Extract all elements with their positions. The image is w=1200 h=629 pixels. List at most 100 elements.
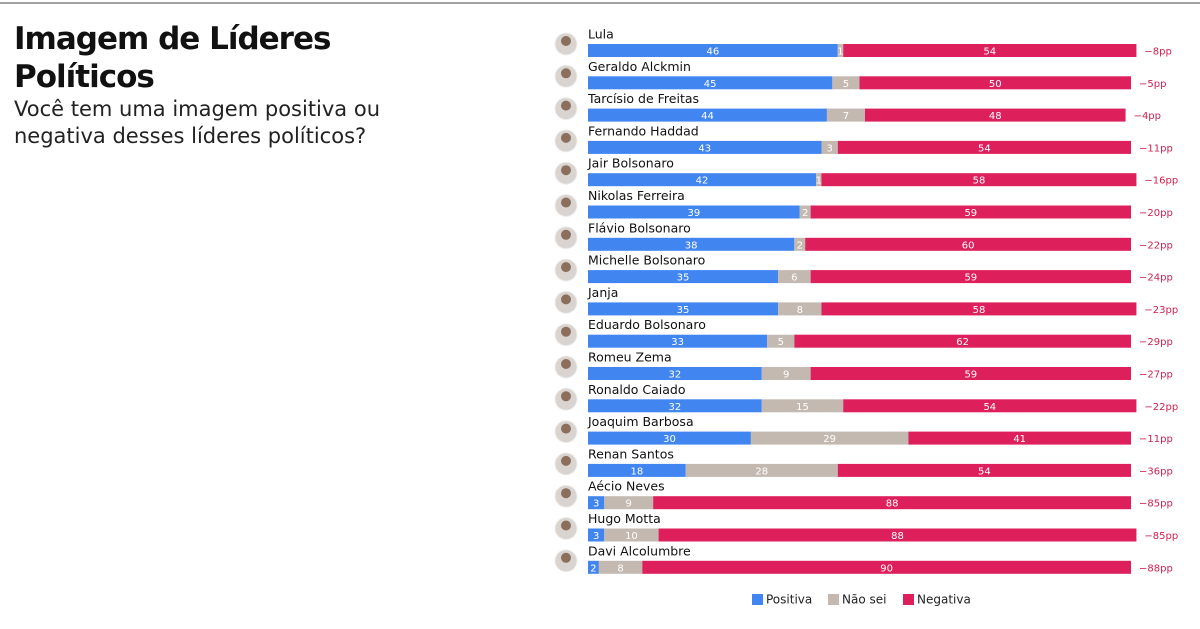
avatar-head xyxy=(561,36,571,46)
value-label: 6 xyxy=(791,273,797,284)
value-label: 54 xyxy=(983,47,996,58)
value-label: 1 xyxy=(816,176,822,187)
avatar-head xyxy=(561,423,571,434)
category-label: Nikolas Ferreira xyxy=(588,188,685,203)
bar-segment xyxy=(588,528,605,542)
bar-segment xyxy=(598,560,643,574)
category-label: Jair Bolsonaro xyxy=(587,156,674,171)
net-label: −88pp xyxy=(1139,563,1173,574)
bar-segment xyxy=(908,431,1131,445)
value-label: 42 xyxy=(696,176,709,187)
bar-segment xyxy=(750,431,909,445)
value-label: 48 xyxy=(989,111,1002,122)
value-label: 54 xyxy=(978,143,991,154)
avatar-head xyxy=(561,359,571,369)
category-label: Romeu Zema xyxy=(588,350,672,365)
value-label: 59 xyxy=(964,273,977,284)
net-label: −4pp xyxy=(1134,111,1161,122)
bar-segment xyxy=(604,528,659,542)
value-label: 9 xyxy=(783,370,789,381)
category-label: Aécio Neves xyxy=(588,479,665,494)
avatar-head xyxy=(561,165,571,176)
bar-segment xyxy=(778,270,811,284)
value-label: 90 xyxy=(880,563,893,574)
bar-segment xyxy=(821,140,838,154)
bar-segment xyxy=(837,140,1131,154)
avatar-head xyxy=(561,326,571,337)
bar-segment xyxy=(588,44,838,57)
bar-segment xyxy=(642,560,1131,574)
net-label: −85pp xyxy=(1139,499,1173,510)
avatar-head xyxy=(561,262,571,273)
net-label: −5pp xyxy=(1139,79,1166,90)
net-label: −29pp xyxy=(1139,337,1173,348)
bar-segment xyxy=(588,76,833,90)
legend-swatch xyxy=(903,594,914,605)
net-label: −27pp xyxy=(1139,370,1173,381)
avatar-head xyxy=(561,132,571,143)
bar-segment xyxy=(832,76,860,90)
bar-segment xyxy=(837,44,844,57)
value-label: 59 xyxy=(964,208,977,219)
bar-segment xyxy=(810,205,1131,219)
value-label: 3 xyxy=(593,531,599,542)
net-label: −20pp xyxy=(1139,208,1173,219)
avatar-head xyxy=(561,520,571,531)
value-label: 46 xyxy=(707,47,720,58)
bar-segment xyxy=(799,205,811,219)
legend-label: Positiva xyxy=(766,593,812,607)
bar-segment xyxy=(778,302,822,316)
bar-segment xyxy=(604,496,654,510)
bar-segment xyxy=(843,44,1137,57)
bar-segment xyxy=(588,108,827,122)
value-label: 15 xyxy=(796,402,809,413)
value-label: 43 xyxy=(698,143,711,154)
category-label: Janja xyxy=(587,285,618,300)
bar-segment xyxy=(588,367,762,380)
value-label: 2 xyxy=(797,240,803,251)
category-label: Renan Santos xyxy=(588,446,674,461)
category-label: Lula xyxy=(588,27,614,42)
avatar-head xyxy=(561,197,571,208)
avatar-head xyxy=(561,391,571,402)
category-label: Fernando Haddad xyxy=(588,123,699,138)
value-label: 9 xyxy=(626,499,632,510)
value-label: 32 xyxy=(669,402,682,413)
bar-segment xyxy=(658,528,1137,542)
net-label: −11pp xyxy=(1139,434,1173,445)
value-label: 2 xyxy=(590,563,596,574)
value-label: 54 xyxy=(983,402,996,413)
value-label: 50 xyxy=(989,79,1002,90)
bar-segment xyxy=(588,463,686,477)
avatar-head xyxy=(561,294,571,305)
legend-swatch xyxy=(828,594,839,605)
value-label: 38 xyxy=(685,240,698,251)
avatar-head xyxy=(561,229,571,240)
value-label: 32 xyxy=(669,370,682,381)
value-label: 5 xyxy=(843,79,849,90)
value-label: 59 xyxy=(964,370,977,381)
value-label: 10 xyxy=(625,531,638,542)
avatar-head xyxy=(561,68,571,79)
category-label: Eduardo Bolsonaro xyxy=(588,317,706,332)
legend-swatch xyxy=(752,594,763,605)
bar-segment xyxy=(821,302,1137,316)
value-label: 60 xyxy=(962,240,975,251)
avatar-head xyxy=(561,100,571,111)
bar-segment xyxy=(816,173,822,187)
avatar-head xyxy=(561,552,571,563)
value-label: 29 xyxy=(823,434,836,445)
bar-segment xyxy=(821,173,1137,187)
bar-segment xyxy=(685,463,838,477)
bar-segment xyxy=(653,496,1131,510)
bar-segment xyxy=(805,237,1131,251)
bar-segment xyxy=(826,108,865,122)
chart-subtitle: Você tem uma imagem positiva ou negativa… xyxy=(14,97,381,148)
value-label: 3 xyxy=(826,143,832,154)
chart-title: Imagem de Líderes Políticos xyxy=(14,21,331,95)
net-label: −24pp xyxy=(1139,273,1173,284)
net-label: −11pp xyxy=(1139,143,1173,154)
value-label: 58 xyxy=(973,305,986,316)
value-label: 39 xyxy=(688,208,701,219)
